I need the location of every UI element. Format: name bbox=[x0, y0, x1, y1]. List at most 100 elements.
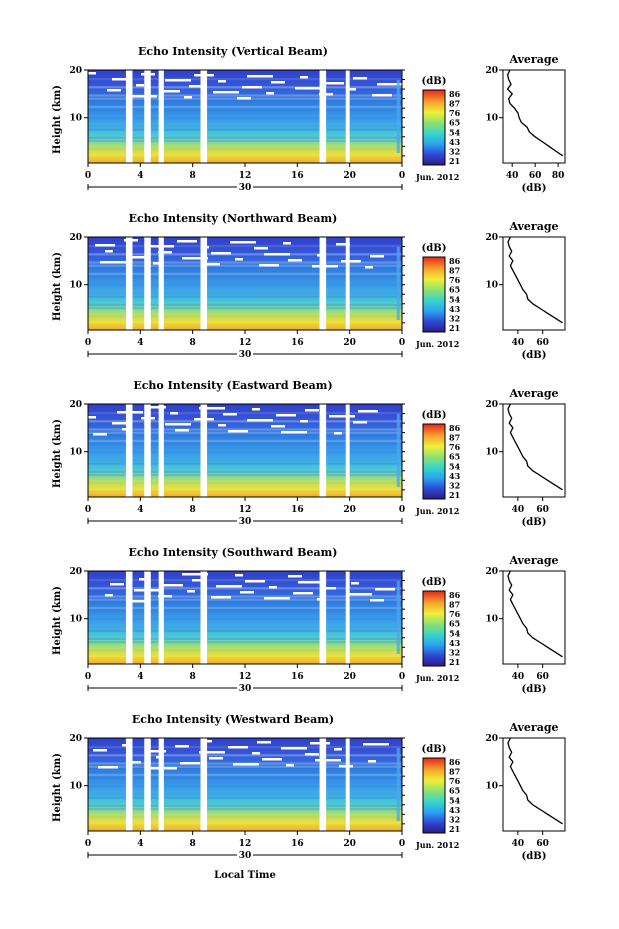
x-tick-label: 20 bbox=[343, 338, 356, 348]
y-axis-label: Height (km) bbox=[52, 419, 63, 488]
missing-cell bbox=[233, 763, 259, 766]
echo-band bbox=[88, 105, 402, 108]
missing-cell bbox=[334, 432, 342, 435]
missing-cell bbox=[322, 587, 336, 590]
echo-band bbox=[88, 276, 402, 279]
missing-cell bbox=[146, 406, 166, 409]
colorbar bbox=[422, 89, 446, 166]
colorbar-tick-label: 76 bbox=[449, 442, 461, 452]
x-axis-label: Local Time bbox=[214, 870, 276, 881]
missing-cell bbox=[336, 243, 350, 246]
x-tick-label: 20 bbox=[343, 672, 356, 682]
data-gap bbox=[200, 404, 208, 497]
colorbar-tick-label: 32 bbox=[449, 313, 460, 323]
avg-y-tick-label: 20 bbox=[485, 400, 498, 410]
echo-band bbox=[88, 462, 402, 465]
y-tick-label: 10 bbox=[69, 448, 82, 458]
missing-cell bbox=[370, 255, 384, 258]
missing-cell bbox=[269, 586, 277, 589]
y-axis-label: Height (km) bbox=[52, 586, 63, 655]
x-tick-label: 4 bbox=[137, 171, 143, 181]
avg-x-tick-label: 60 bbox=[536, 672, 549, 682]
colorbar-tick-label: 76 bbox=[449, 275, 461, 285]
missing-cell bbox=[151, 767, 177, 770]
data-gap bbox=[319, 571, 327, 664]
date-label-bg bbox=[237, 181, 253, 192]
missing-cell bbox=[300, 76, 308, 79]
data-gap bbox=[144, 237, 151, 330]
y-tick-label: 10 bbox=[69, 782, 82, 792]
missing-cell bbox=[136, 84, 144, 87]
echo-band bbox=[88, 412, 402, 415]
echo-band bbox=[88, 94, 402, 97]
y-tick-label: 10 bbox=[69, 615, 82, 625]
average-profile-line bbox=[506, 69, 564, 157]
avg-x-label: (dB) bbox=[522, 517, 547, 528]
x-tick-label: 8 bbox=[190, 171, 196, 181]
missing-cell bbox=[213, 91, 239, 94]
data-gap bbox=[158, 404, 164, 497]
panel-1: Echo Intensity (Northward Beam) 20 10 Heigh… bbox=[52, 212, 566, 361]
colorbar-unit: (dB) bbox=[422, 410, 447, 421]
echo-band bbox=[88, 295, 402, 298]
missing-cell bbox=[271, 425, 285, 428]
missing-cell bbox=[88, 72, 96, 75]
average-profile-line bbox=[507, 737, 563, 825]
missing-cell bbox=[237, 97, 251, 100]
missing-cell bbox=[295, 87, 321, 90]
missing-cell bbox=[187, 590, 195, 593]
echo-band bbox=[88, 315, 402, 318]
average-panel: Average 20 10 40 60 80 (dB) bbox=[485, 53, 566, 194]
missing-cell bbox=[375, 588, 395, 591]
avg-x-tick-label: 40 bbox=[512, 672, 525, 682]
edge-column bbox=[396, 80, 400, 153]
x-tick-label: 0 bbox=[85, 338, 91, 348]
echo-band bbox=[88, 125, 402, 128]
colorbar-tick-label: 43 bbox=[449, 638, 461, 648]
x-tick-label: 8 bbox=[190, 505, 196, 515]
missing-cell bbox=[204, 740, 212, 743]
x-tick-label: 0 bbox=[85, 672, 91, 682]
echo-band bbox=[88, 824, 402, 827]
date-day: 30 bbox=[239, 183, 252, 193]
x-tick-label: 12 bbox=[239, 505, 252, 515]
colorbar-tick-label: 54 bbox=[449, 294, 461, 304]
x-tick-label: 16 bbox=[291, 338, 304, 348]
x-tick-label: 16 bbox=[291, 171, 304, 181]
colorbar-tick-label: 87 bbox=[449, 433, 460, 443]
missing-cell bbox=[170, 412, 178, 415]
echo-band bbox=[88, 598, 402, 601]
missing-cell bbox=[184, 96, 192, 99]
echo-band bbox=[88, 641, 402, 644]
echo-band bbox=[88, 420, 402, 423]
avg-x-tick-label: 40 bbox=[512, 839, 525, 849]
echo-band bbox=[88, 637, 402, 640]
x-tick-label: 8 bbox=[190, 672, 196, 682]
colorbar-tick-label: 87 bbox=[449, 767, 460, 777]
missing-cell bbox=[180, 762, 200, 765]
missing-cell bbox=[146, 750, 166, 753]
data-gap bbox=[319, 70, 327, 163]
missing-cell bbox=[264, 597, 290, 600]
missing-cell bbox=[182, 573, 208, 576]
average-title: Average bbox=[508, 721, 558, 734]
missing-cell bbox=[324, 82, 344, 85]
missing-cell bbox=[218, 80, 226, 83]
colorbar-tick-label: 32 bbox=[449, 814, 460, 824]
date-label-bg bbox=[237, 849, 253, 860]
y-tick-label: 20 bbox=[69, 66, 82, 76]
data-gap bbox=[158, 237, 164, 330]
echo-band bbox=[88, 804, 402, 807]
avg-x-tick-label: 40 bbox=[506, 171, 519, 181]
colorbar-tick-label: 87 bbox=[449, 99, 460, 109]
missing-cell bbox=[129, 256, 149, 259]
x-tick-label: 16 bbox=[291, 839, 304, 849]
colorbar bbox=[422, 423, 446, 500]
missing-cell bbox=[192, 579, 206, 582]
missing-cell bbox=[281, 747, 307, 750]
x-tick-label: 20 bbox=[343, 171, 356, 181]
y-tick-label: 20 bbox=[69, 734, 82, 744]
missing-cell bbox=[230, 241, 256, 244]
colorbar-tick-label: 86 bbox=[449, 590, 461, 600]
